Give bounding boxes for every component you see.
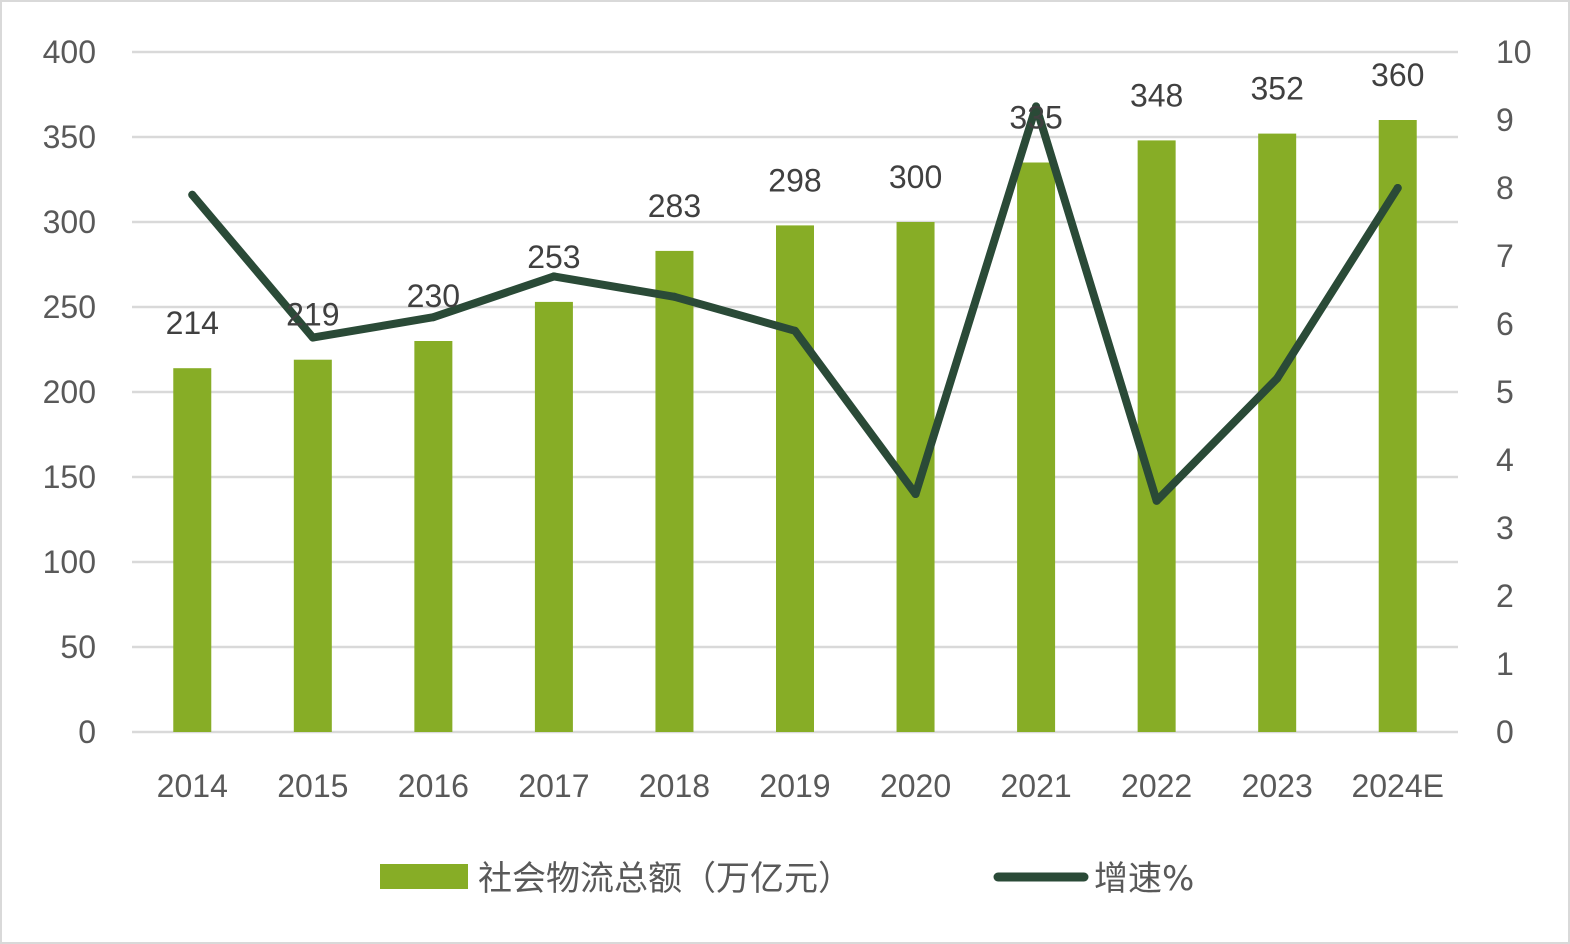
x-tick-label: 2019 bbox=[759, 768, 830, 804]
y-left-tick-label: 150 bbox=[43, 459, 96, 495]
bar-data-label: 348 bbox=[1130, 77, 1183, 113]
growth-point bbox=[911, 490, 920, 498]
bar-data-label: 298 bbox=[768, 162, 821, 198]
x-tick-label: 2021 bbox=[1000, 768, 1071, 804]
y-left-tick-label: 350 bbox=[43, 119, 96, 155]
growth-point bbox=[1393, 184, 1402, 192]
x-tick-label: 2016 bbox=[398, 768, 469, 804]
x-tick-label: 2017 bbox=[518, 768, 589, 804]
x-tick-label: 2024E bbox=[1351, 768, 1444, 804]
bar-data-label: 335 bbox=[1009, 100, 1062, 136]
bar-data-label: 253 bbox=[527, 239, 580, 275]
y-left-tick-label: 200 bbox=[43, 374, 96, 410]
y-right-tick-label: 4 bbox=[1496, 442, 1514, 478]
bar-data-label: 214 bbox=[166, 305, 219, 341]
growth-line bbox=[188, 102, 1402, 505]
y-right-tick-label: 10 bbox=[1496, 34, 1532, 70]
legend-swatch-bar bbox=[380, 864, 468, 889]
growth-point bbox=[1032, 102, 1041, 111]
bar bbox=[776, 225, 814, 732]
bar-data-label: 352 bbox=[1250, 71, 1303, 107]
y-left-tick-label: 250 bbox=[43, 289, 96, 325]
bar bbox=[293, 359, 332, 732]
growth-point bbox=[429, 313, 438, 322]
y-left-tick-label: 400 bbox=[43, 34, 96, 70]
bar bbox=[655, 250, 694, 732]
x-tick-label: 2022 bbox=[1121, 768, 1192, 804]
bars bbox=[173, 120, 1417, 733]
bar-data-label: 230 bbox=[407, 278, 460, 314]
growth-point bbox=[791, 326, 799, 335]
y-left-tick-label: 50 bbox=[60, 629, 96, 665]
bar bbox=[1258, 133, 1297, 733]
x-tick-label: 2023 bbox=[1242, 768, 1313, 804]
data-labels: 214 219 230 253 283 298 300 335 348 352 360 bbox=[166, 57, 1425, 341]
y-left-tick-label: 300 bbox=[43, 204, 96, 240]
bar bbox=[534, 301, 573, 732]
y-right-tick-label: 9 bbox=[1496, 102, 1514, 138]
y-right-tick-label: 6 bbox=[1496, 306, 1514, 342]
bar bbox=[414, 341, 453, 732]
x-tick-label: 2018 bbox=[639, 768, 710, 804]
bar-data-label: 283 bbox=[648, 188, 701, 224]
y-right-tick-label: 0 bbox=[1496, 714, 1514, 750]
y-right-tick-label: 7 bbox=[1496, 238, 1514, 274]
growth-point bbox=[670, 292, 679, 301]
bar-data-label: 219 bbox=[286, 297, 339, 333]
bar bbox=[173, 368, 212, 732]
growth-point bbox=[549, 272, 558, 281]
y-right-tick-label: 8 bbox=[1496, 170, 1514, 206]
bar-data-label: 360 bbox=[1371, 57, 1424, 93]
y-right-tick-label: 1 bbox=[1496, 646, 1514, 682]
y-right-tick-label: 5 bbox=[1496, 374, 1514, 410]
y-right-tick-label: 2 bbox=[1496, 578, 1514, 614]
bar bbox=[1137, 140, 1176, 732]
y-left-tick-label: 0 bbox=[78, 714, 96, 750]
bar-data-label: 300 bbox=[889, 159, 942, 195]
growth-point bbox=[1273, 374, 1282, 383]
y-right-tick-label: 3 bbox=[1496, 510, 1514, 546]
legend: 社会物流总额（万亿元） 增速% bbox=[380, 859, 1194, 899]
x-tick-label: 2014 bbox=[157, 768, 228, 804]
x-tick-label: 2020 bbox=[880, 768, 951, 804]
axes: 0 50 100 150 200 250 300 350 400 0 1 2 3 4 5 6 7 8 9 10 2014… bbox=[43, 34, 1532, 804]
bar bbox=[1378, 120, 1417, 732]
y-left-tick-label: 100 bbox=[43, 544, 96, 580]
growth-point bbox=[1152, 496, 1161, 505]
bar bbox=[1017, 162, 1056, 732]
growth-point bbox=[308, 333, 317, 342]
legend-label-line: 增速% bbox=[1094, 859, 1194, 899]
growth-point bbox=[188, 190, 197, 199]
legend-label-bar: 社会物流总额（万亿元） bbox=[478, 859, 852, 899]
x-tick-label: 2015 bbox=[277, 768, 348, 804]
